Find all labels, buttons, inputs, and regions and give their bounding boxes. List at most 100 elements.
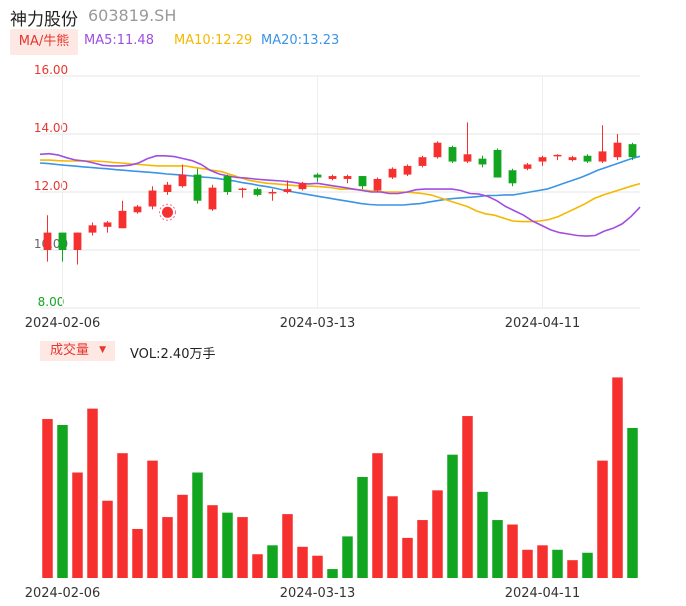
y-tick-label: 8.00 — [38, 295, 65, 309]
volume-bar — [162, 517, 173, 578]
candle-body — [223, 176, 232, 192]
volume-bar — [432, 490, 443, 578]
candle-body — [478, 158, 487, 165]
volume-bar — [297, 546, 308, 578]
candle-body — [568, 157, 577, 161]
volume-bar — [462, 416, 473, 578]
volume-bar — [612, 377, 623, 578]
volume-bar — [147, 460, 158, 578]
volume-bar — [342, 536, 353, 578]
candle-body — [493, 149, 502, 178]
volume-bar — [567, 560, 578, 578]
volume-bar — [177, 494, 188, 578]
ma10-legend: MA10:12.29 — [174, 33, 253, 48]
price-x-tick-label: 2024-04-11 — [505, 316, 581, 331]
price-x-tick-label: 2024-02-06 — [25, 316, 101, 331]
volume-indicator-tab[interactable]: 成交量 ▼ — [40, 341, 115, 361]
candle-body — [298, 183, 307, 190]
volume-bar — [72, 472, 83, 578]
volume-bar — [117, 453, 128, 578]
volume-value: VOL:2.40万手 — [130, 347, 216, 362]
candle-body — [628, 144, 637, 158]
candle-body — [373, 178, 382, 191]
y-tick-label: 14.00 — [34, 121, 68, 135]
dropdown-caret-icon: ▼ — [99, 345, 107, 355]
candle-body — [73, 232, 82, 250]
candle-body — [433, 142, 442, 158]
candle-body — [268, 192, 277, 194]
stock-name: 神力股份 — [10, 10, 78, 30]
volume-bar — [522, 549, 533, 578]
volume-bar — [192, 472, 203, 578]
candle-body — [58, 232, 67, 250]
candle-body — [238, 188, 247, 191]
volume-bar — [237, 517, 248, 578]
volume-bar — [267, 545, 278, 578]
price-x-tick-label: 2024-03-13 — [280, 316, 356, 331]
candle-body — [118, 210, 127, 229]
volume-bar — [507, 524, 518, 578]
candle-body — [538, 157, 547, 162]
volume-bar — [627, 427, 638, 578]
volume-bar — [402, 537, 413, 578]
candle-body — [583, 155, 592, 162]
ma5-legend: MA5:11.48 — [84, 33, 154, 48]
volume-bar — [417, 520, 428, 578]
candle-body — [613, 142, 622, 158]
volume-bar — [132, 528, 143, 578]
volume-bar — [447, 454, 458, 578]
volume-bar — [387, 496, 398, 578]
candle-body — [283, 189, 292, 192]
volume-bar — [477, 491, 488, 578]
ma20-line — [39, 155, 641, 206]
candle-body — [358, 176, 367, 187]
volume-x-tick-label: 2024-04-11 — [505, 586, 581, 601]
candle-body — [448, 147, 457, 162]
candle-body — [403, 165, 412, 175]
volume-bar — [552, 549, 563, 578]
candle-body — [463, 154, 472, 162]
candle-body — [313, 174, 322, 178]
bull-marker-icon — [162, 206, 173, 218]
volume-bar — [582, 552, 593, 578]
candle-body — [328, 176, 337, 179]
volume-tab-label: 成交量 — [50, 343, 90, 358]
volume-bar — [372, 453, 383, 578]
stock-code: 603819.SH — [88, 6, 177, 25]
candle-body — [508, 170, 517, 184]
volume-bar — [492, 520, 503, 578]
candle-body — [553, 154, 562, 157]
volume-bar — [282, 514, 293, 578]
y-tick-label: 16.00 — [34, 63, 68, 77]
candle-body — [43, 232, 52, 250]
volume-x-tick-label: 2024-03-13 — [280, 586, 356, 601]
candle-body — [133, 206, 142, 213]
volume-bar — [42, 419, 53, 578]
volume-bar — [57, 424, 68, 578]
volume-bar — [537, 545, 548, 578]
volume-bar — [87, 408, 98, 578]
ma10-line — [40, 159, 641, 223]
candle-body — [88, 225, 97, 233]
volume-bar — [222, 512, 233, 578]
volume-bar — [327, 569, 338, 578]
candle-body — [103, 222, 112, 227]
candle-body — [208, 187, 217, 210]
ma20-legend: MA20:13.23 — [261, 33, 340, 48]
candle-body — [148, 190, 157, 207]
ma5-line — [39, 152, 641, 237]
candle-body — [388, 168, 397, 178]
candle-body — [418, 157, 427, 166]
candle-body — [163, 184, 172, 192]
ma-indicator-tab[interactable]: MA/牛熊 — [10, 29, 78, 55]
candle-body — [253, 189, 262, 195]
volume-bar — [252, 554, 263, 578]
volume-bar — [102, 500, 113, 578]
volume-bar — [357, 476, 368, 578]
volume-bar — [597, 460, 608, 578]
candle-body — [178, 174, 187, 187]
volume-bar — [312, 555, 323, 578]
volume-x-tick-label: 2024-02-06 — [25, 586, 101, 601]
volume-bar — [207, 505, 218, 578]
